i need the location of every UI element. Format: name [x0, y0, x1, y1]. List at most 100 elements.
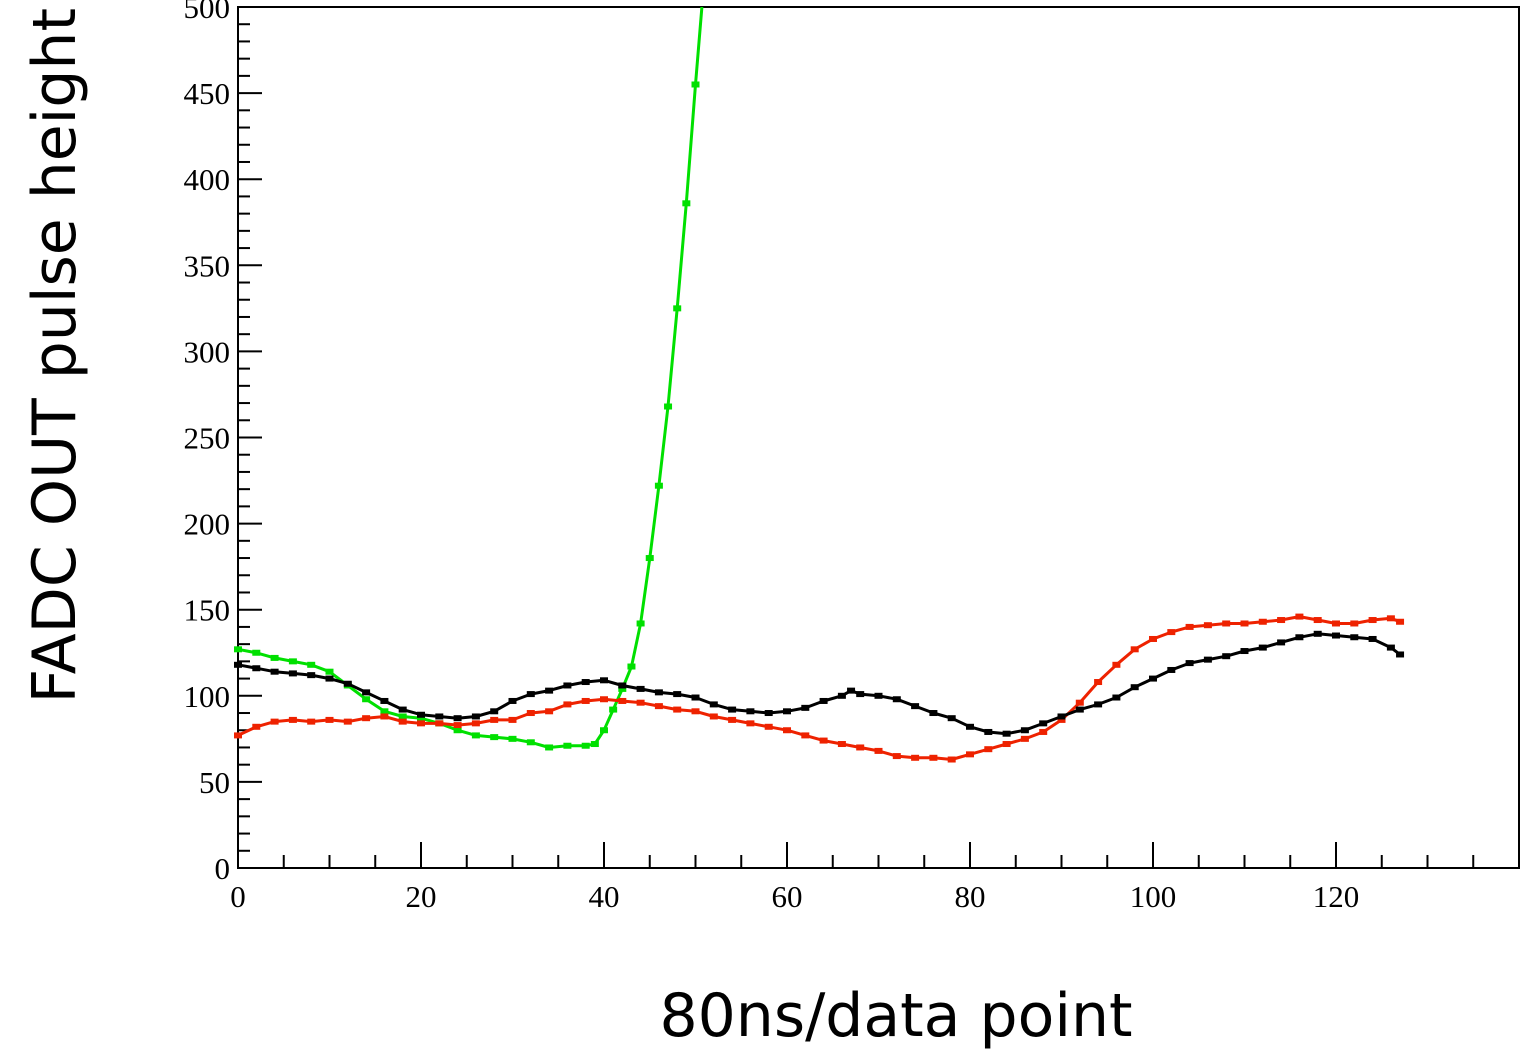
data-point [801, 732, 810, 739]
data-point [563, 742, 572, 749]
x-tick-label: 120 [1313, 879, 1360, 914]
data-point [362, 696, 371, 703]
series-3 [234, 630, 1405, 737]
x-tick-label: 60 [772, 879, 803, 914]
data-point [1002, 730, 1011, 737]
data-point [581, 679, 590, 686]
data-point [636, 699, 645, 706]
series-layer [234, 6, 1405, 763]
data-point [288, 670, 297, 677]
data-point [1240, 620, 1249, 627]
data-point [783, 727, 791, 734]
data-point [490, 708, 499, 715]
data-point [664, 403, 673, 410]
y-tick-label: 200 [184, 507, 231, 542]
y-tick-label: 500 [184, 0, 231, 25]
data-point [343, 718, 352, 725]
data-point [1295, 613, 1304, 620]
data-point [947, 715, 956, 722]
data-point [234, 661, 242, 668]
plot-frame [237, 6, 1520, 869]
data-point [1295, 634, 1304, 641]
data-point [801, 704, 810, 711]
data-point [325, 675, 334, 682]
data-point [398, 718, 407, 725]
data-point [1368, 635, 1377, 642]
data-point [471, 732, 480, 739]
data-point [545, 687, 554, 694]
y-tick-label: 300 [184, 334, 231, 369]
data-point [1277, 617, 1286, 624]
data-point [984, 728, 993, 735]
data-point [764, 710, 773, 717]
data-point [627, 663, 636, 670]
data-point [966, 751, 974, 758]
data-point [874, 747, 883, 754]
data-point [1149, 675, 1157, 682]
data-point [288, 658, 297, 665]
data-point [856, 744, 865, 751]
data-point [252, 723, 261, 730]
data-point [691, 694, 700, 701]
data-point [1130, 684, 1139, 691]
data-point [1185, 623, 1194, 630]
data-point [508, 697, 517, 704]
data-point [673, 706, 682, 713]
data-point [1386, 615, 1395, 622]
data-point [307, 672, 316, 679]
data-point [947, 756, 956, 763]
data-point [325, 716, 334, 723]
data-point [471, 720, 480, 727]
series-line [237, 6, 704, 749]
data-point [417, 715, 425, 722]
data-point [1203, 622, 1212, 629]
data-point [526, 739, 535, 746]
data-point [471, 713, 480, 720]
data-point [1332, 632, 1340, 639]
data-point [911, 754, 920, 761]
data-point [673, 691, 682, 698]
data-point [508, 716, 517, 723]
data-point [545, 744, 554, 751]
data-point [819, 697, 828, 704]
data-point [545, 708, 554, 715]
data-point [526, 710, 535, 717]
data-point [490, 716, 499, 723]
data-point [362, 715, 371, 722]
data-point [435, 720, 444, 727]
data-point [1094, 701, 1103, 708]
data-point [1167, 629, 1176, 636]
data-point [453, 715, 462, 722]
data-point [1368, 617, 1377, 624]
data-point [1020, 727, 1029, 734]
data-point [673, 305, 682, 312]
series-line [237, 615, 1401, 761]
data-point [1130, 646, 1139, 653]
data-point [234, 732, 242, 739]
data-point [1112, 661, 1121, 668]
data-point [343, 680, 352, 687]
data-point [709, 713, 718, 720]
data-point [728, 706, 737, 713]
y-axis-ticks: 0 50 100 150 200 250 300 350 400 450 500 [184, 0, 262, 886]
data-point [417, 711, 425, 718]
data-point [847, 687, 856, 694]
y-tick-label: 250 [184, 421, 231, 456]
series-1 [234, 6, 704, 751]
data-point [746, 708, 755, 715]
data-point [1203, 656, 1212, 663]
data-point [1313, 630, 1322, 637]
x-axis-ticks: 0 20 40 60 80 100 120 [230, 842, 1520, 914]
data-point [1112, 694, 1121, 701]
data-point [1240, 648, 1249, 655]
data-point [618, 697, 627, 704]
data-point [1258, 644, 1267, 651]
x-tick-label: 0 [230, 879, 246, 914]
y-axis-title: FADC OUT pulse height [20, 8, 90, 703]
data-point [1094, 679, 1103, 686]
data-point [654, 689, 663, 696]
data-point [1039, 720, 1048, 727]
data-point [270, 654, 279, 661]
data-point [746, 720, 755, 727]
